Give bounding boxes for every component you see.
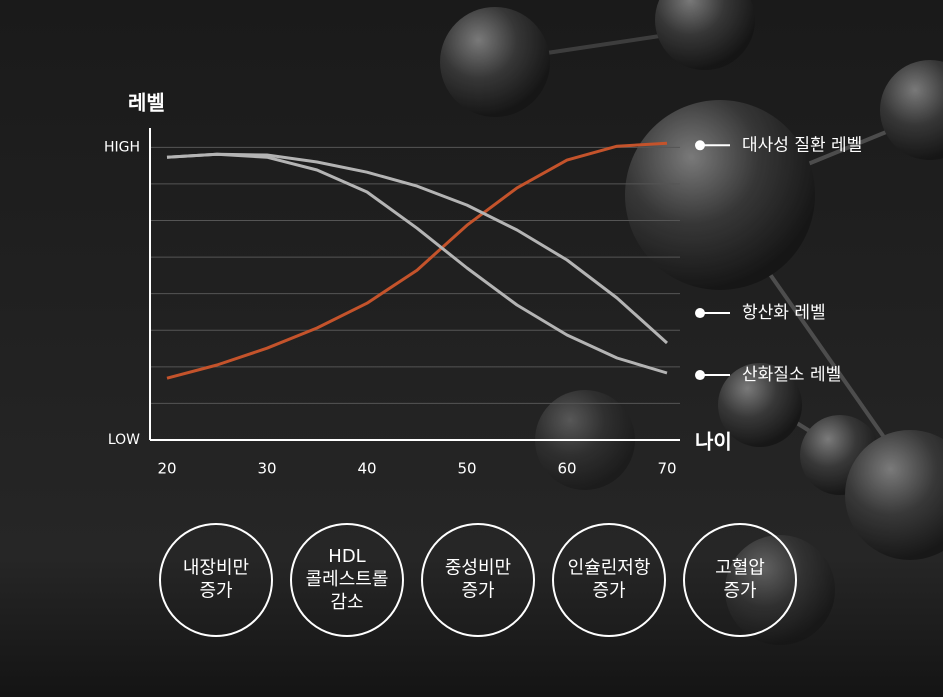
molecule-decoration — [440, 0, 943, 645]
chart: LOW HIGH 20 30 40 50 60 70 — [104, 128, 680, 478]
x-tick-label: 70 — [657, 460, 676, 478]
factor-label: 증가 — [199, 581, 232, 602]
factor-circle — [290, 523, 404, 637]
legend-label: 항산화 레벨 — [742, 303, 826, 323]
factor-circle — [159, 523, 273, 637]
x-tick-label: 40 — [357, 460, 376, 478]
x-tick-label: 20 — [157, 460, 176, 478]
legend-label: 산화질소 레벨 — [742, 365, 841, 385]
y-axis-label: 레벨 — [128, 91, 165, 115]
x-tick-label: 50 — [457, 460, 476, 478]
factor-label: 내장비만 — [183, 558, 249, 579]
factor-label: 콜레스트롤 — [306, 569, 389, 590]
factor-label: HDL — [328, 546, 365, 567]
factor-circle — [683, 523, 797, 637]
x-tick-label: 30 — [257, 460, 276, 478]
factor-label: 인슐린저항 — [568, 558, 651, 579]
legend-label: 대사성 질환 레벨 — [742, 135, 862, 155]
series-line — [166, 152, 668, 375]
y-tick-label: LOW — [108, 432, 140, 448]
factor-circle — [421, 523, 535, 637]
series-line — [166, 141, 668, 380]
factor-circle — [552, 523, 666, 637]
y-tick-label: HIGH — [104, 139, 140, 155]
factor-label: 증가 — [723, 581, 756, 602]
factor-label: 감소 — [330, 592, 363, 613]
x-axis-label: 나이 — [695, 430, 732, 454]
factor-label: 증가 — [461, 581, 494, 602]
factor-label: 중성비만 — [445, 558, 511, 579]
factor-label: 고혈압 — [715, 558, 765, 579]
factor-label: 증가 — [592, 581, 625, 602]
x-tick-label: 60 — [557, 460, 576, 478]
